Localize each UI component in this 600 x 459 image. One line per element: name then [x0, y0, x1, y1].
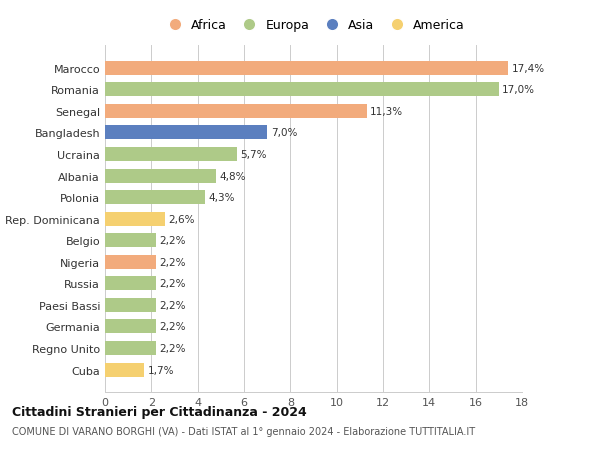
Bar — [105, 320, 156, 334]
Text: Cittadini Stranieri per Cittadinanza - 2024: Cittadini Stranieri per Cittadinanza - 2… — [12, 405, 307, 419]
Bar — [105, 83, 499, 97]
Bar — [105, 298, 156, 312]
Bar — [105, 190, 205, 205]
Bar — [105, 212, 165, 226]
Text: 1,7%: 1,7% — [148, 365, 175, 375]
Bar — [105, 234, 156, 248]
Bar — [105, 126, 267, 140]
Bar — [105, 105, 367, 118]
Text: 17,4%: 17,4% — [512, 64, 545, 73]
Legend: Africa, Europa, Asia, America: Africa, Europa, Asia, America — [157, 14, 470, 37]
Bar — [105, 277, 156, 291]
Text: 17,0%: 17,0% — [502, 85, 535, 95]
Bar — [105, 341, 156, 355]
Text: 2,2%: 2,2% — [160, 279, 186, 289]
Bar — [105, 255, 156, 269]
Text: 4,8%: 4,8% — [220, 171, 246, 181]
Text: 11,3%: 11,3% — [370, 106, 403, 117]
Text: COMUNE DI VARANO BORGHI (VA) - Dati ISTAT al 1° gennaio 2024 - Elaborazione TUTT: COMUNE DI VARANO BORGHI (VA) - Dati ISTA… — [12, 426, 475, 436]
Text: 2,2%: 2,2% — [160, 235, 186, 246]
Text: 4,3%: 4,3% — [208, 193, 235, 203]
Text: 5,7%: 5,7% — [241, 150, 267, 160]
Text: 7,0%: 7,0% — [271, 128, 297, 138]
Bar — [105, 62, 508, 76]
Bar — [105, 169, 216, 183]
Text: 2,2%: 2,2% — [160, 300, 186, 310]
Text: 2,6%: 2,6% — [169, 214, 195, 224]
Text: 2,2%: 2,2% — [160, 322, 186, 332]
Text: 2,2%: 2,2% — [160, 257, 186, 267]
Bar — [105, 148, 237, 162]
Bar — [105, 363, 145, 377]
Text: 2,2%: 2,2% — [160, 343, 186, 353]
